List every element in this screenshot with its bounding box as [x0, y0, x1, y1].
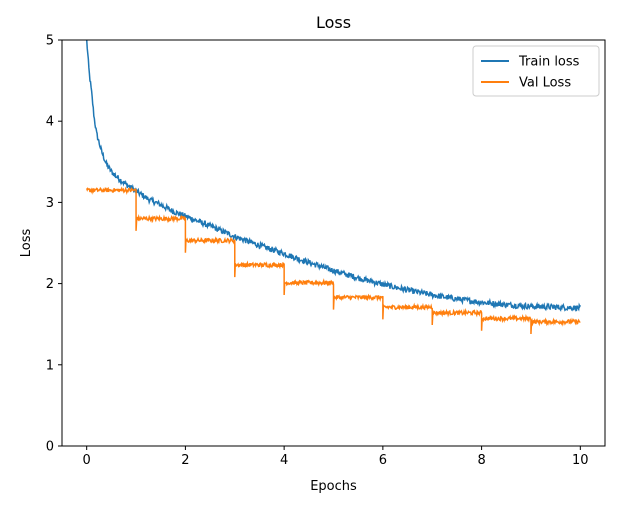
y-axis-label: Loss [19, 229, 34, 258]
val-loss-line [85, 186, 581, 334]
x-tick-label: 2 [181, 453, 189, 468]
y-axis-ticks: 0 1 2 3 4 5 [46, 34, 62, 455]
legend-box [472, 45, 600, 97]
train-loss-line [85, 40, 581, 312]
plot-area: 0 2 4 6 8 10 0 1 2 3 4 5 [46, 34, 606, 468]
y-tick-label: 0 [46, 440, 54, 455]
y-tick-label: 3 [46, 196, 54, 211]
x-tick-label: 10 [572, 453, 589, 468]
legend-label: Train loss [518, 55, 580, 70]
y-tick-label: 4 [46, 115, 54, 130]
x-tick-label: 6 [379, 453, 387, 468]
x-tick-label: 4 [280, 453, 288, 468]
chart-title: Loss [316, 13, 351, 32]
series-layer [85, 40, 581, 334]
y-tick-label: 2 [46, 277, 54, 292]
y-tick-label: 5 [46, 34, 54, 49]
x-axis-label: Epochs [310, 479, 357, 494]
x-axis-ticks: 0 2 4 6 8 10 [83, 446, 589, 468]
x-tick-label: 0 [83, 453, 91, 468]
legend: Train loss Val Loss [472, 45, 600, 97]
plot-frame [61, 39, 606, 447]
y-tick-label: 1 [46, 358, 54, 373]
legend-label: Val Loss [519, 76, 571, 91]
x-tick-label: 8 [477, 453, 485, 468]
